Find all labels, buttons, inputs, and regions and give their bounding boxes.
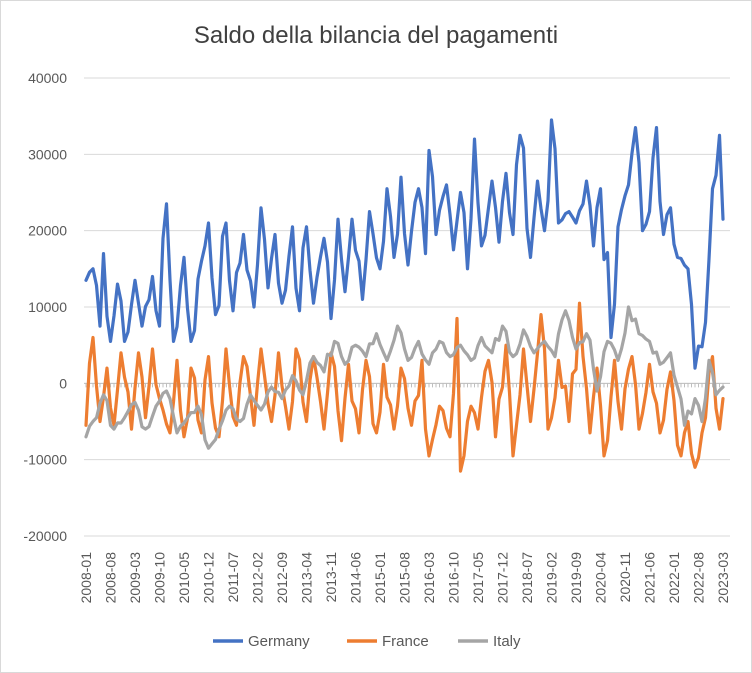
series-lines (84, 118, 725, 473)
x-tick-label: 2022-08 (691, 552, 707, 604)
x-tick-label: 2020-11 (617, 552, 633, 603)
x-tick-label: 2012-09 (274, 552, 290, 604)
legend-label-italy: Italy (493, 633, 521, 650)
y-tick-label: 40000 (28, 70, 67, 86)
x-tick-label: 2016-03 (421, 552, 437, 604)
x-axis-tick-labels: 2008-01 2008-08 2009-03 2009-10 2010-05 2010-… (78, 552, 731, 604)
x-tick-label: 2010-12 (201, 552, 217, 604)
y-tick-label: 0 (59, 375, 67, 391)
y-tick-label: -10000 (23, 452, 67, 468)
legend-label-france: France (382, 633, 429, 650)
x-tick-label: 2017-12 (495, 552, 511, 604)
x-tick-label: 2011-07 (225, 552, 241, 603)
x-tick-label: 2009-03 (127, 552, 143, 604)
series-line-france (84, 301, 725, 473)
x-tick-label: 2008-01 (78, 552, 94, 604)
y-tick-label: 30000 (28, 146, 67, 162)
x-tick-label: 2015-08 (397, 552, 413, 604)
x-tick-label: 2019-09 (568, 552, 584, 604)
x-tick-label: 2012-02 (250, 552, 266, 604)
chart-title: Saldo della bilancia del pagamenti (193, 22, 559, 49)
x-tick-label: 2020-04 (593, 552, 609, 604)
x-tick-label: 2017-05 (470, 552, 486, 604)
x-tick-label: 2010-05 (176, 552, 192, 604)
x-tick-label: 2013-04 (299, 552, 315, 604)
y-axis-tick-labels: -20000 -10000 0 10000 20000 30000 40000 (23, 70, 67, 544)
legend: Germany France Italy (213, 633, 521, 650)
legend-label-germany: Germany (248, 633, 310, 650)
y-tick-label: -20000 (23, 528, 67, 544)
x-tick-label: 2008-08 (103, 552, 119, 604)
series-line-italy (84, 305, 725, 450)
x-tick-label: 2019-02 (544, 552, 560, 604)
series-line-germany (84, 118, 725, 370)
x-tick-label: 2016-10 (446, 552, 462, 604)
y-tick-label: 20000 (28, 223, 67, 239)
y-tick-label: 10000 (28, 299, 67, 315)
x-tick-label: 2013-11 (323, 552, 339, 603)
x-tick-label: 2018-07 (519, 552, 535, 604)
x-tick-label: 2021-06 (642, 552, 658, 604)
x-tick-label: 2009-10 (152, 552, 168, 604)
x-tick-label: 2023-03 (715, 552, 731, 604)
x-tick-label: 2014-06 (348, 552, 364, 604)
x-tick-label: 2022-01 (666, 552, 682, 604)
x-tick-label: 2015-01 (372, 552, 388, 604)
